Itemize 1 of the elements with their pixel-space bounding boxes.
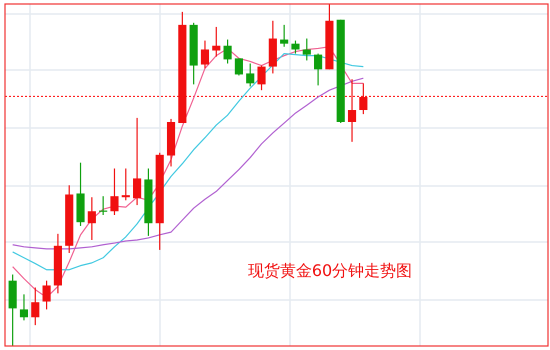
annotation: 现货黄金60分钟走势图 — [248, 261, 412, 280]
